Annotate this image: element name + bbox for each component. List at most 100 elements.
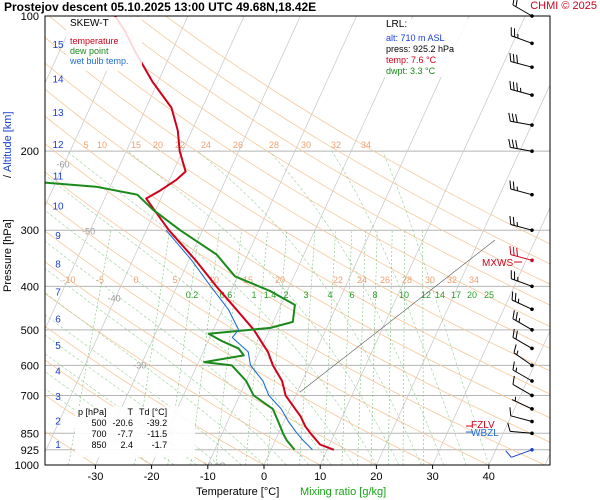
pressure-tick-label: 400 [21,281,39,293]
wind-barb-feather [512,181,515,190]
dry-adiabat-line [45,36,550,349]
mixing-ratio-label: 8 [372,290,377,300]
dry-adiabat-label: 26 [233,140,243,150]
dry-adiabat-line [45,171,546,465]
isotherm-line [432,207,550,465]
wind-barb-feather [514,292,517,302]
plot-frame [44,15,551,466]
altitude-tick-label: 6 [55,315,61,326]
wind-barb [509,52,534,69]
dry-adiabat-label: 10 [97,140,107,150]
series-line-temperature [114,16,335,451]
moist-adiabat-line [45,268,287,465]
wind-barb-feather [516,82,519,92]
altitude-tick-label: 12 [52,140,64,151]
mixing-ratio-label: 14 [435,290,445,300]
wind-barb-feather [515,114,518,123]
dry-adiabat-line [165,16,550,245]
dry-adiabat-line [107,16,550,285]
wind-barb-feather [511,139,515,149]
levels-table-cell: -7.7 [117,429,134,439]
isotherm-label: -70 [31,92,44,102]
levels-table-header-cell: p [hPa] [78,407,107,417]
wind-barb-staff [511,449,533,458]
pressure-tick-label: 600 [21,360,39,372]
wind-barb-feather [515,330,518,340]
lrl-pressure: press: 925.2 hPa [386,44,455,54]
wind-barb-staff [510,415,533,422]
isotherm-line [544,453,550,465]
wind-barb-dot [530,346,534,351]
isotherm-line [263,16,470,465]
lrl-info-box: LRL: alt: 710 m ASL press: 925.2 hPa tem… [382,19,486,77]
wind-barb [509,215,534,232]
wind-barb-dot [530,228,534,232]
dry-adiabat-line [45,88,550,395]
x-tick-label: 30 [426,471,438,483]
levels-table-cell: 850 [91,440,107,450]
mixing-ratio-label: Mixing ratio [g/kg] [300,486,387,498]
moist-adiabat-line [45,174,355,465]
wind-barb-feather [508,112,511,122]
altitude-tick-label: 7 [55,287,61,298]
wind-barb [510,27,534,46]
isotherm-line [207,16,414,465]
dry-adiabat-line [45,325,265,465]
altitude-tick-label: 5 [55,341,61,352]
dry-adiabat-label: 15 [243,275,253,285]
x-tick-label: 0 [261,471,267,483]
mixing-ratio-label: 0.2 [186,290,199,300]
lrl-title: LRL: [386,19,408,30]
altitude-tick-label: 10 [52,202,64,213]
altitude-tick-label: 13 [52,108,64,119]
altitude-tick-label: 15 [52,40,64,51]
dry-adiabat-line [48,16,550,327]
mixing-ratio-label: 17 [451,290,461,300]
x-axis-label: Temperature [°C] [196,486,280,498]
dry-adiabat-label: 22 [333,275,343,285]
levels-table: p [hPa] T Td [°C] 500 -20.6 -39.2 700 -7… [75,407,195,457]
moist-adiabat-line [45,210,332,465]
mixing-ratio-line [322,230,336,465]
dry-adiabat-line [45,230,433,465]
wind-barb-dot [530,431,534,436]
dry-adiabat-line [78,16,550,306]
wind-barb-feather [516,54,519,64]
fzlv-marker-label: FZLV [471,420,495,431]
y-axis-label-pressure: Pressure [hPa] [2,219,14,292]
wind-barb-staff [510,254,533,261]
moist-adiabat-line [382,151,490,465]
wind-barb-staff [513,352,533,366]
wind-barb [512,361,534,383]
dry-adiabat-line [45,261,377,465]
wind-barb-staff [510,430,533,434]
wbzl-marker-label: WBZL [471,428,499,439]
wind-barb-staff [511,299,533,310]
mixing-ratio-label: 10 [399,290,409,300]
lrl-dewpoint: dwpt: 3.3 °C [386,66,436,76]
isotherm-line [45,16,133,207]
wind-barb-feather [510,270,512,279]
isotherm-line [45,16,245,454]
x-tick-label: -30 [87,471,103,483]
wind-barb-feather [505,450,512,458]
mixing-ratio-line [370,230,378,465]
mixing-ratio-line [267,230,288,465]
mixing-ratio-label: 20 [467,290,477,300]
dry-adiabat-label: -5 [96,275,104,285]
wind-barb [509,180,534,197]
wind-barb [508,138,534,153]
levels-table-row: 500 -20.6 -39.2 [75,418,170,429]
lrl-altitude: alt: 710 m ASL [386,33,445,43]
pressure-tick-label: 1000 [15,460,39,472]
altitude-tick-label: 9 [55,231,61,242]
wind-barb-staff [510,120,533,126]
wind-barb-half-feather [516,222,519,227]
wind-barb-feather [514,271,516,280]
levels-table-row: 850 2.4 -1.7 [75,440,170,451]
dry-adiabat-line [45,62,550,372]
wind-barb [508,112,534,127]
wind-barb [509,246,534,263]
altitude-tick-label: 14 [52,75,64,86]
pressure-tick-label: 700 [21,390,39,402]
